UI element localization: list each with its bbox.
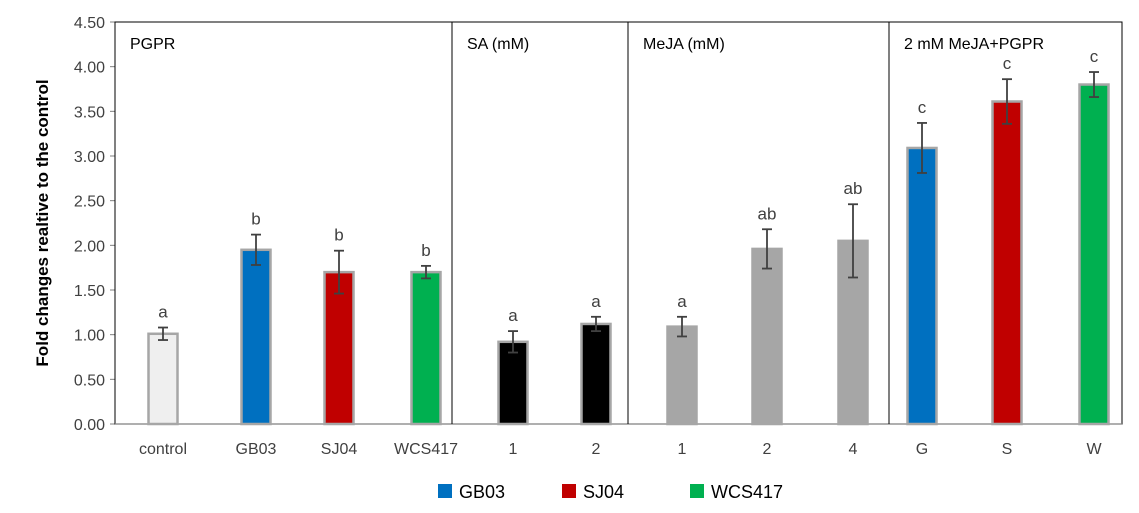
significance-label: a — [677, 292, 687, 311]
bar — [323, 270, 355, 426]
plot-frame — [114, 21, 1123, 425]
category-label: G — [916, 441, 928, 458]
bar — [991, 100, 1023, 426]
bar — [497, 340, 529, 426]
category-label: WCS417 — [394, 441, 458, 458]
category-label: GB03 — [236, 441, 277, 458]
significance-label: a — [508, 306, 518, 325]
bar — [240, 248, 272, 426]
bar — [1078, 83, 1110, 426]
category-labels: control GB03 SJ04 WCS417 1 2 1 2 4 G S W — [139, 441, 1102, 458]
group-label: PGPR — [130, 36, 175, 53]
bar — [147, 332, 179, 426]
y-tick-label: 4.00 — [74, 60, 105, 77]
significance-label: a — [158, 303, 168, 322]
y-tick-label: 1.00 — [74, 328, 105, 345]
category-label: 1 — [509, 441, 518, 458]
category-label: 2 — [592, 441, 601, 458]
y-tick-label: 3.50 — [74, 104, 105, 121]
category-label: SJ04 — [321, 441, 358, 458]
group-label: 2 mM MeJA+PGPR — [904, 36, 1044, 53]
y-axis-title-group: Fold changes realtive to the control — [33, 79, 52, 366]
significance-label: b — [421, 241, 430, 260]
bar — [906, 146, 938, 426]
significance-label: b — [251, 210, 260, 229]
y-tick-label: 2.50 — [74, 194, 105, 211]
legend: GB03 SJ04 WCS417 — [438, 482, 783, 502]
y-tick-label: 2.00 — [74, 238, 105, 255]
significance-label: c — [1090, 47, 1099, 66]
bar — [410, 270, 442, 426]
legend-label: WCS417 — [711, 482, 783, 502]
category-label: 4 — [849, 441, 858, 458]
y-tick-label: 0.50 — [74, 372, 105, 389]
legend-swatch — [690, 484, 704, 498]
bar — [580, 322, 612, 426]
significance-label: a — [591, 292, 601, 311]
category-label: control — [139, 441, 187, 458]
y-tick-label: 1.50 — [74, 283, 105, 300]
bar — [751, 247, 783, 426]
y-axis-ticks: 0.00 0.50 1.00 1.50 2.00 2.50 3.00 3.50 4.00 4.50 — [74, 15, 115, 434]
bar — [666, 325, 698, 426]
group-dividers — [451, 22, 890, 424]
group-labels: PGPR SA (mM) MeJA (mM) 2 mM MeJA+PGPR — [130, 36, 1044, 53]
legend-label: GB03 — [459, 482, 505, 502]
category-label: 2 — [763, 441, 772, 458]
legend-label: SJ04 — [583, 482, 624, 502]
group-label: MeJA (mM) — [643, 36, 725, 53]
y-tick-label: 4.50 — [74, 15, 105, 32]
significance-label: c — [918, 98, 927, 117]
category-label: W — [1086, 441, 1102, 458]
legend-swatch — [438, 484, 452, 498]
y-tick-label: 3.00 — [74, 149, 105, 166]
significance-label: c — [1003, 54, 1012, 73]
error-bars — [158, 71, 1099, 354]
category-label: 1 — [678, 441, 687, 458]
legend-swatch — [562, 484, 576, 498]
significance-label: b — [334, 226, 343, 245]
bars — [147, 83, 1110, 426]
significance-label: ab — [758, 204, 777, 223]
category-label: S — [1002, 441, 1013, 458]
significance-label: ab — [844, 179, 863, 198]
y-axis-title: Fold changes realtive to the control — [33, 79, 52, 366]
y-tick-label: 0.00 — [74, 417, 105, 434]
group-label: SA (mM) — [467, 36, 529, 53]
